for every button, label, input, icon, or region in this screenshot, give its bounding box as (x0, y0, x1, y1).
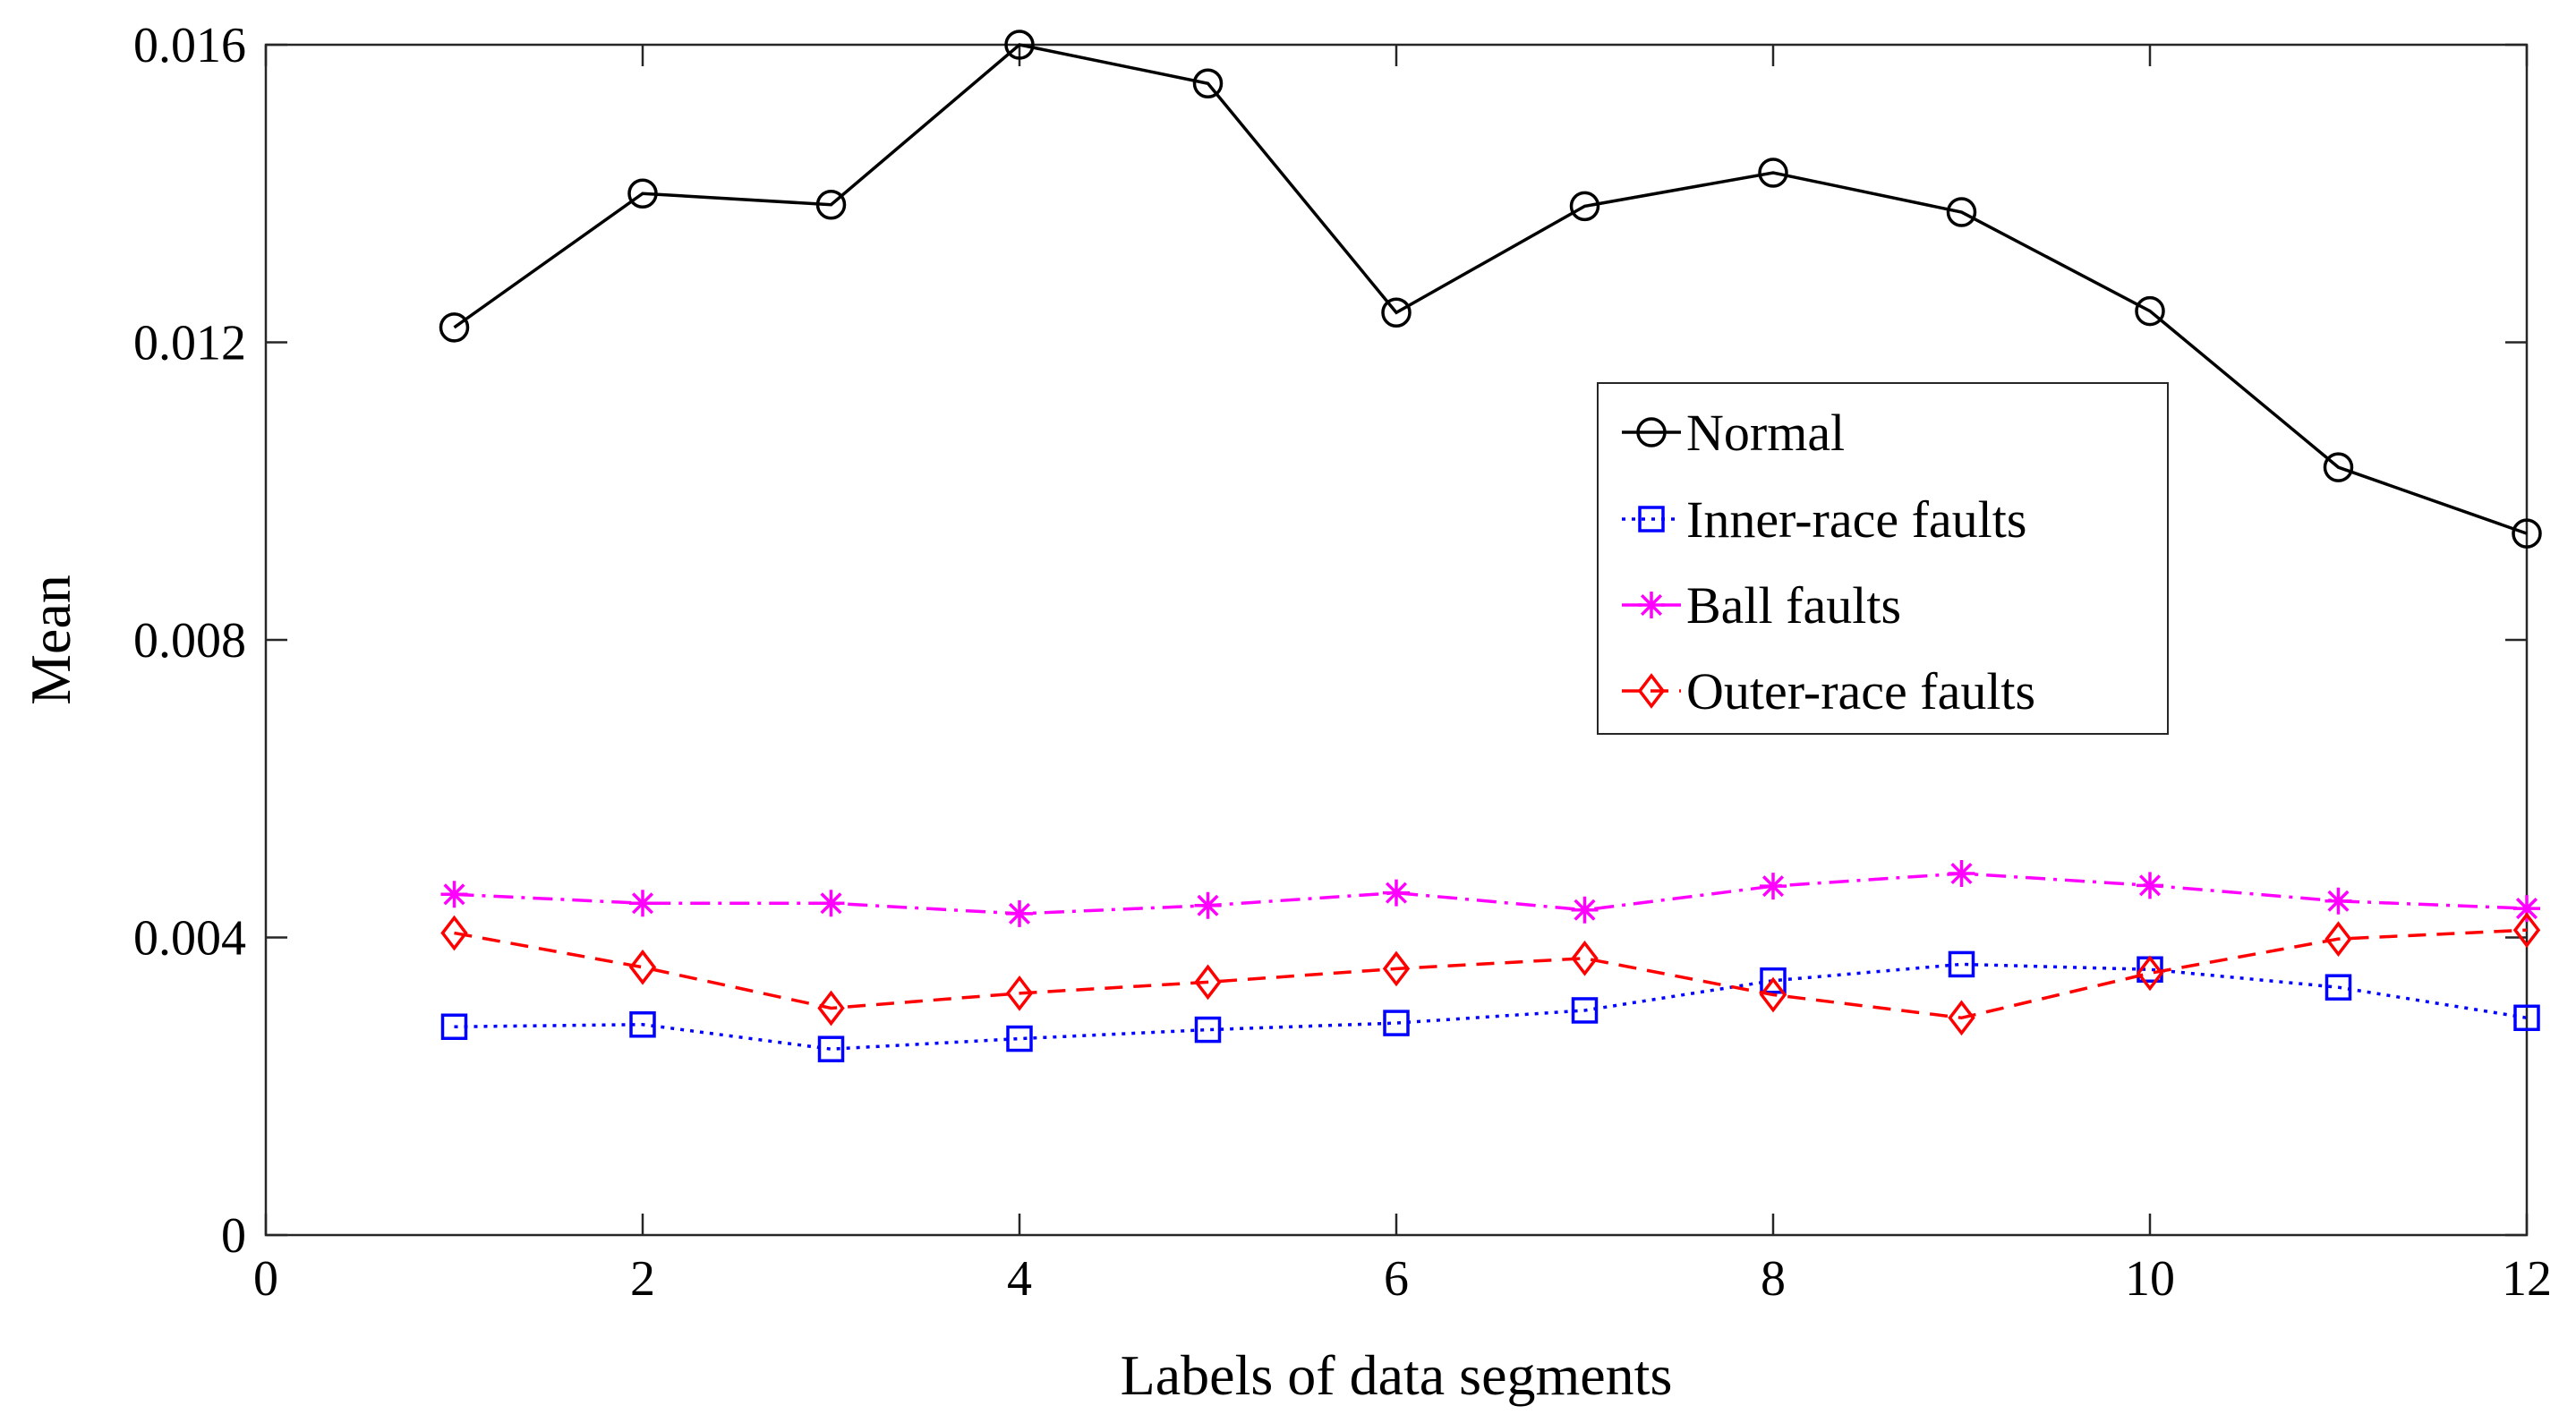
series-line-inner-race-faults (454, 962, 2528, 1051)
series-normal (439, 30, 2542, 549)
data-point-ball-faults (817, 890, 845, 917)
data-point-outer-race-faults (1948, 1000, 1975, 1036)
legend-label-ball-faults: Ball faults (1686, 576, 1901, 635)
y-tick-label: 0 (221, 1208, 246, 1264)
data-point-outer-race-faults (1194, 964, 1222, 1001)
y-axis-title: Mean (19, 575, 82, 705)
x-tick-label: 0 (253, 1251, 278, 1307)
data-point-normal (1004, 30, 1035, 60)
data-point-inner-race-faults (1383, 1010, 1410, 1036)
x-tick-label: 8 (1761, 1251, 1786, 1307)
data-point-outer-race-faults (1382, 950, 1411, 987)
data-point-normal (2323, 452, 2354, 482)
data-point-normal (1758, 158, 1788, 188)
x-tick-label: 12 (2502, 1251, 2552, 1307)
x-tick-label: 6 (1384, 1251, 1409, 1307)
data-point-outer-race-faults (1571, 940, 1599, 976)
data-point-inner-race-faults (1006, 1025, 1033, 1052)
legend-label-normal: Normal (1686, 404, 1845, 462)
y-tick-label: 0.016 (133, 18, 246, 73)
data-point-normal (627, 178, 658, 209)
data-point-inner-race-faults (2324, 974, 2352, 1001)
data-point-outer-race-faults (2512, 912, 2541, 949)
legend-label-inner-race-faults: Inner-race faults (1686, 490, 2026, 549)
legend-marker-normal (1636, 417, 1667, 447)
series-outer-race-faults (440, 912, 2541, 1036)
data-point-inner-race-faults (440, 1013, 468, 1040)
legend-marker-outer-race-faults (1637, 673, 1666, 709)
data-point-ball-faults (1948, 860, 1975, 888)
x-tick-label: 10 (2125, 1251, 2175, 1307)
data-point-outer-race-faults (817, 990, 845, 1027)
data-point-normal (2512, 518, 2542, 549)
data-point-inner-race-faults (1948, 950, 1975, 978)
data-point-inner-race-faults (1760, 967, 1787, 994)
data-point-outer-race-faults (1759, 976, 1787, 1013)
data-point-ball-faults (2137, 872, 2163, 899)
data-point-outer-race-faults (628, 949, 657, 985)
data-point-outer-race-faults (1005, 975, 1034, 1011)
data-point-ball-faults (2324, 887, 2352, 915)
data-point-normal (1569, 191, 1600, 222)
legend-items: Normal Inner-race faults Ball faults Outer-… (1622, 404, 2035, 720)
y-tick-label: 0.008 (133, 613, 246, 669)
data-point-ball-faults (629, 890, 656, 917)
data-point-inner-race-faults (2513, 1004, 2540, 1032)
legend-box (1597, 382, 2169, 735)
data-point-ball-faults (1571, 896, 1599, 924)
x-axis-title: Labels of data segments (1121, 1343, 1673, 1407)
series-ball-faults (440, 860, 2540, 927)
data-point-ball-faults (1383, 879, 1410, 907)
legend: Normal Inner-race faults Ball faults Outer-… (1597, 382, 2169, 735)
data-point-ball-faults (2513, 895, 2540, 923)
series-line-ball-faults (454, 872, 2528, 916)
data-point-normal (815, 189, 847, 220)
data-point-normal (1192, 68, 1224, 98)
data-point-ball-faults (440, 881, 468, 908)
series-line-outer-race-faults (454, 928, 2528, 1020)
data-point-inner-race-faults (629, 1011, 656, 1038)
data-point-inner-race-faults (817, 1035, 845, 1062)
axis-tick-labels: 0 2 4 6 8 10 12 0 0.004 0.008 0.012 0.016 (133, 18, 2552, 1307)
series-line-normal (453, 43, 2528, 535)
data-point-outer-race-faults (2136, 955, 2164, 992)
series-layer (439, 30, 2542, 1062)
axis-ticks (264, 43, 2529, 1237)
data-point-outer-race-faults (440, 915, 468, 951)
x-tick-label: 2 (630, 1251, 655, 1307)
data-point-normal (439, 312, 470, 343)
data-point-normal (2135, 295, 2165, 327)
data-point-inner-race-faults (1194, 1016, 1222, 1044)
x-tick-label: 4 (1007, 1251, 1032, 1307)
data-point-ball-faults (1760, 873, 1787, 900)
legend-label-outer-race-faults: Outer-race faults (1686, 662, 2035, 720)
data-point-inner-race-faults (1571, 997, 1599, 1024)
y-tick-label: 0.012 (133, 316, 246, 371)
legend-marker-ball-faults (1638, 592, 1665, 618)
data-point-ball-faults (1006, 899, 1033, 927)
legend-marker-inner-race-faults (1638, 506, 1665, 533)
data-point-normal (1381, 297, 1412, 328)
y-tick-label: 0.004 (133, 911, 246, 967)
data-point-ball-faults (1194, 891, 1222, 919)
data-point-normal (1946, 197, 1977, 227)
data-point-outer-race-faults (2324, 921, 2352, 958)
